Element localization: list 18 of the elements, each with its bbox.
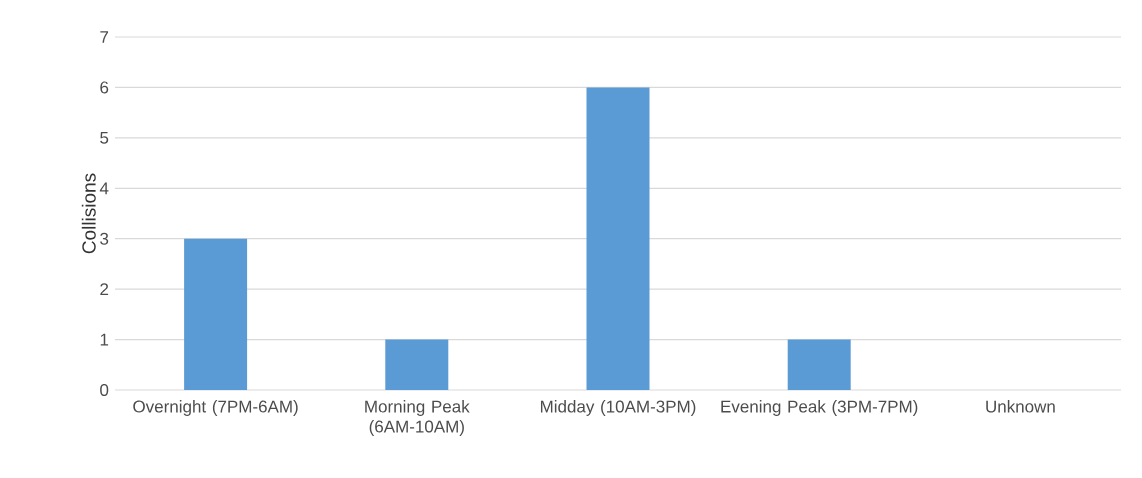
y-tick-label: 7 — [100, 31, 109, 43]
bar — [184, 238, 248, 390]
x-tick-label: Midday (10AM-3PM) — [540, 400, 696, 416]
y-tick-label: 2 — [100, 283, 109, 296]
y-axis-title: Collisions — [81, 173, 96, 254]
y-tick-label: 4 — [99, 182, 109, 195]
y-tick-label: 1 — [100, 333, 109, 346]
y-tick-label: 0 — [100, 384, 109, 397]
x-tick-label: Evening Peak (3PM-7PM) — [721, 400, 918, 416]
bar — [787, 339, 851, 390]
bar — [385, 339, 449, 390]
x-tick-label: Morning Peak (6AM-10AM) — [365, 400, 470, 436]
y-tick-label: 6 — [100, 81, 109, 94]
bar — [586, 87, 650, 390]
y-tick-label: 3 — [100, 232, 109, 245]
x-tick-label: Unknown — [986, 400, 1055, 413]
y-tick-label: 5 — [100, 131, 109, 144]
x-tick-label: Overnight (7PM-6AM) — [133, 400, 298, 416]
